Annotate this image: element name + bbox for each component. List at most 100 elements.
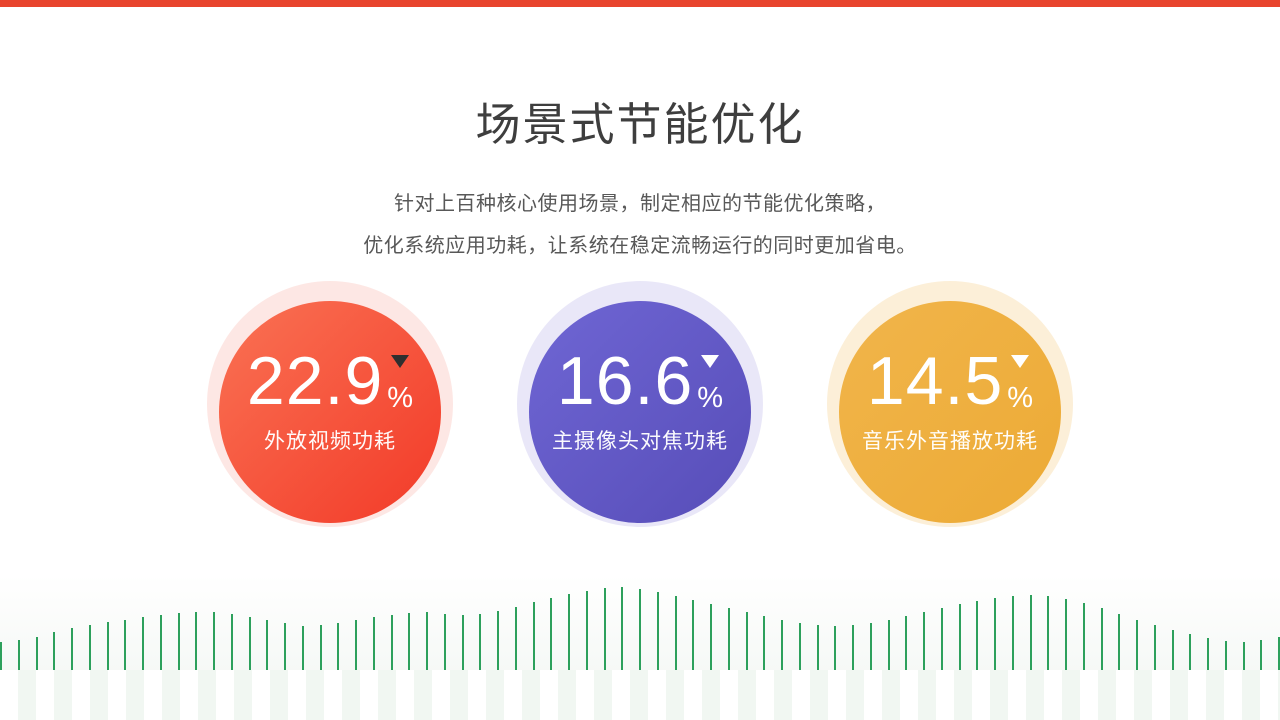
waveform-bar [1118, 614, 1121, 670]
waveform-bar [1065, 599, 1067, 670]
waveform-bar [1153, 625, 1156, 670]
waveform-bar [852, 625, 854, 670]
waveform-bar [1047, 596, 1050, 670]
waveform-bar [923, 612, 925, 670]
waveform-bar [337, 623, 340, 670]
stat-circle-video: 22.9 % 外放视频功耗 [207, 281, 453, 527]
subtitle-line-1: 针对上百种核心使用场景，制定相应的节能优化策略， [394, 193, 886, 215]
waveform-bar [479, 614, 482, 670]
waveform-bar [568, 594, 570, 670]
stat-label: 外放视频功耗 [264, 430, 396, 453]
waveform-bar [763, 616, 766, 670]
waveform-bar [692, 600, 695, 670]
stat-circle-face: 16.6 % 主摄像头对焦功耗 [529, 301, 751, 523]
waveform-chart [0, 580, 1280, 670]
waveform-bar [71, 628, 73, 670]
stat-value: 16.6 [556, 343, 694, 419]
stat-circle-music: 14.5 % 音乐外音播放功耗 [827, 281, 1073, 527]
waveform-bar [603, 588, 606, 670]
waveform-bar [1082, 603, 1085, 670]
stat-number-row: 22.9 % [246, 343, 413, 419]
waveform-bar [443, 614, 446, 670]
stat-value: 14.5 [866, 343, 1004, 419]
waveform-bar [1242, 642, 1245, 670]
waveform-bar [213, 612, 215, 670]
waveform-bar [816, 625, 819, 670]
stat-unit: % [1007, 382, 1034, 414]
waveform-bar [1278, 637, 1280, 670]
stat-circle-face: 22.9 % 外放视频功耗 [219, 301, 441, 523]
waveform-bar [976, 601, 979, 670]
waveform-bar [621, 587, 624, 670]
waveform-bar [745, 612, 748, 670]
stats-row: 22.9 % 外放视频功耗 16.6 [0, 281, 1280, 527]
waveform-bar [869, 623, 872, 670]
waveform-bar [124, 620, 127, 670]
waveform-bar [1260, 640, 1263, 670]
waveform-bar [159, 615, 162, 670]
waveform-bar [727, 608, 730, 670]
waveform-bar [248, 617, 251, 670]
waveform-bar [514, 607, 517, 670]
waveform-bar [390, 615, 393, 670]
stat-number-row: 14.5 % [866, 343, 1033, 419]
waveform-bar [1100, 608, 1103, 670]
triangle-down-icon [1011, 355, 1030, 368]
waveform-bar [319, 625, 322, 670]
waveform-bar [53, 632, 56, 670]
stat-unit: % [387, 382, 414, 414]
waveform-bar [142, 617, 144, 670]
stat-suffix: % [697, 353, 723, 413]
stat-circle-camera: 16.6 % 主摄像头对焦功耗 [517, 281, 763, 527]
waveform-bar [426, 612, 428, 670]
stat-label: 主摄像头对焦功耗 [552, 430, 728, 453]
stat-content: 14.5 % 音乐外音播放功耗 [862, 343, 1038, 455]
waveform-bar [17, 640, 20, 670]
waveform-bar [639, 589, 641, 670]
triangle-down-icon [701, 355, 720, 368]
stat-number-row: 16.6 % [556, 343, 723, 419]
stat-value: 22.9 [246, 343, 384, 419]
waveform-bar [781, 620, 783, 670]
waveform-bar [887, 620, 890, 670]
waveform-bar [106, 622, 109, 670]
waveform-bar [674, 596, 677, 670]
waveform-bar [710, 604, 712, 670]
waveform-bar [940, 608, 943, 670]
waveform-bar [408, 613, 411, 670]
waveform-bar [177, 613, 180, 670]
waveform-bar [266, 620, 269, 670]
waveform-bar [798, 623, 801, 670]
waveform-bar [1011, 596, 1014, 670]
waveform-bar [0, 642, 2, 670]
waveform-bar [1029, 595, 1032, 670]
waveform-bar [550, 598, 553, 670]
waveform-bar [958, 604, 961, 670]
waveform-bar [1189, 634, 1192, 670]
waveform-bar [1136, 620, 1138, 670]
waveform-bar [532, 602, 535, 670]
waveform-bar [834, 626, 837, 670]
waveform-bar [461, 615, 464, 670]
background-stripes [0, 670, 1280, 720]
waveform-bar [585, 591, 588, 670]
stat-circle-face: 14.5 % 音乐外音播放功耗 [839, 301, 1061, 523]
top-accent-bar [0, 0, 1280, 7]
waveform-bar [656, 592, 659, 670]
waveform-bar [195, 612, 198, 670]
waveform-bar [355, 620, 357, 670]
stat-label: 音乐外音播放功耗 [862, 430, 1038, 453]
waveform-bar [372, 617, 375, 670]
stat-content: 22.9 % 外放视频功耗 [246, 343, 413, 455]
waveform-bar [994, 598, 996, 670]
subtitle-line-2: 优化系统应用功耗，让系统在稳定流畅运行的同时更加省电。 [363, 235, 917, 257]
waveform-bar [497, 611, 499, 670]
waveform-bar [301, 626, 304, 670]
waveform-bar [1224, 641, 1227, 670]
stat-content: 16.6 % 主摄像头对焦功耗 [552, 343, 728, 455]
waveform-bar [88, 625, 91, 670]
stat-suffix: % [387, 353, 413, 413]
stat-suffix: % [1007, 353, 1033, 413]
waveform-bar [230, 614, 233, 670]
waveform-bar [1171, 630, 1174, 670]
